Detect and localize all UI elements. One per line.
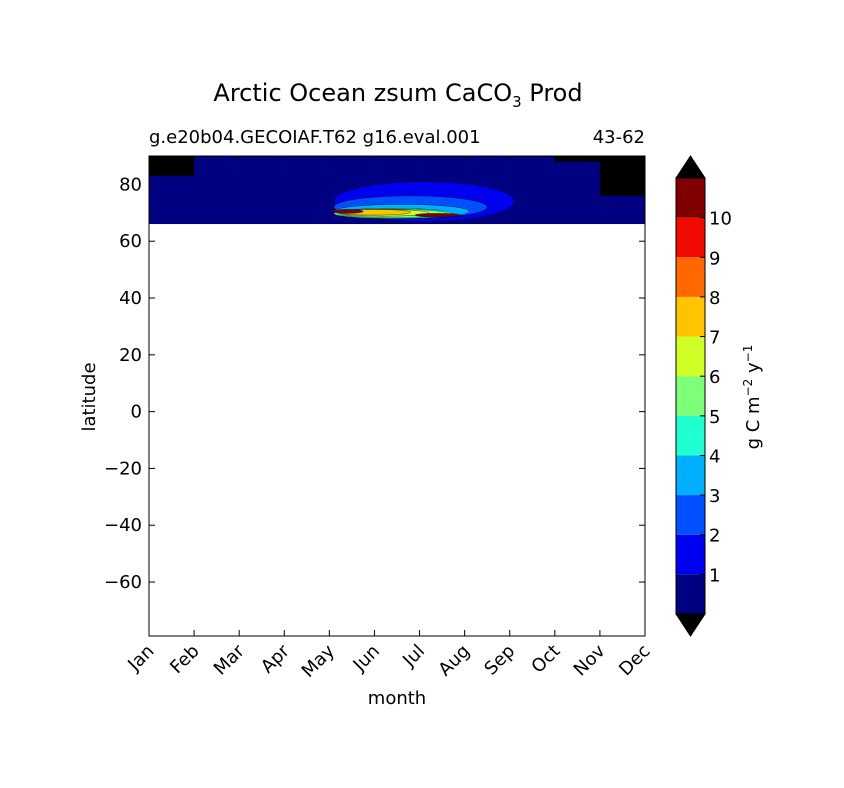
contour-ice-oct-nov (554, 156, 600, 162)
x-tick-label: Jan (123, 641, 158, 676)
y-tick-label: 80 (119, 174, 142, 195)
colorbar-tick-label: 5 (709, 407, 720, 428)
colorbar-tick-label: 7 (709, 328, 720, 349)
x-tick-label: Jul (398, 641, 429, 672)
y-tick-label: 0 (131, 402, 142, 423)
contour-field (149, 156, 645, 225)
colorbar-segment (676, 257, 705, 297)
y-tick-label: 60 (119, 231, 142, 252)
y-axis-label: latitude (79, 362, 100, 431)
colorbar-tick-label: 4 (709, 446, 720, 467)
colorbar-tick-label: 6 (709, 367, 720, 388)
colorbar-label: g C m−2 y−1 (741, 345, 764, 450)
y-tick-label: −40 (104, 515, 142, 536)
contour-ice-jan-feb (149, 156, 195, 176)
contour-ice-nov-dec (599, 156, 645, 196)
x-tick-label: Nov (570, 640, 610, 680)
colorbar-frame (675, 177, 706, 615)
y-tick-label: −60 (104, 572, 142, 593)
y-tick-label: 40 (119, 288, 142, 309)
colorbar-tick-label: 3 (709, 486, 720, 507)
chart-title: Arctic Ocean zsum CaCO3 Prod (213, 79, 582, 111)
plot-axes: Jan Feb Mar Apr May Jun Jul Aug Sep Oct Nov Dec 80 60… (104, 155, 655, 682)
colorbar-segment (676, 534, 705, 575)
colorbar-under-arrow (675, 613, 706, 637)
colorbar-tick-label: 8 (709, 288, 720, 309)
colorbar-tick-label: 2 (709, 526, 720, 547)
x-tick-label: Dec (615, 641, 654, 680)
colorbar-segment (676, 336, 705, 377)
colorbar-tick-label: 9 (709, 248, 720, 269)
plot-frame (148, 155, 646, 637)
x-tick-label: Aug (434, 641, 474, 681)
colorbar-tick-label: 10 (709, 209, 732, 230)
y-tick-label: −20 (104, 458, 142, 479)
x-tick-label: Sep (480, 641, 519, 680)
x-tick-label: Oct (527, 641, 564, 678)
contour-peak-may (331, 209, 364, 214)
chart-subtitle-left: g.e20b04.GECOIAF.T62 g16.eval.001 (149, 127, 481, 148)
colorbar-over-arrow (675, 155, 706, 179)
x-tick-label: May (298, 640, 339, 681)
colorbar-segment (676, 495, 705, 535)
chart-subtitle-right: 43-62 (593, 127, 645, 148)
colorbar-tick-label: 1 (709, 565, 720, 586)
colorbar: 1 2 3 4 5 6 7 8 9 10 (675, 155, 732, 637)
colorbar-segment (676, 296, 705, 337)
colorbar-segment (676, 415, 705, 456)
colorbar-segment (676, 178, 705, 218)
x-tick-label: Feb (166, 641, 203, 678)
colorbar-segment (676, 574, 705, 614)
colorbar-segment (676, 376, 705, 416)
y-tick-label: 20 (119, 345, 142, 366)
x-tick-label: Jun (349, 641, 384, 676)
colorbar-segment (676, 217, 705, 258)
x-tick-label: Apr (257, 640, 294, 677)
x-axis-label: month (368, 688, 426, 709)
x-tick-label: Mar (210, 640, 249, 679)
contour-peak-jul (414, 213, 461, 218)
colorbar-segment (676, 455, 705, 496)
